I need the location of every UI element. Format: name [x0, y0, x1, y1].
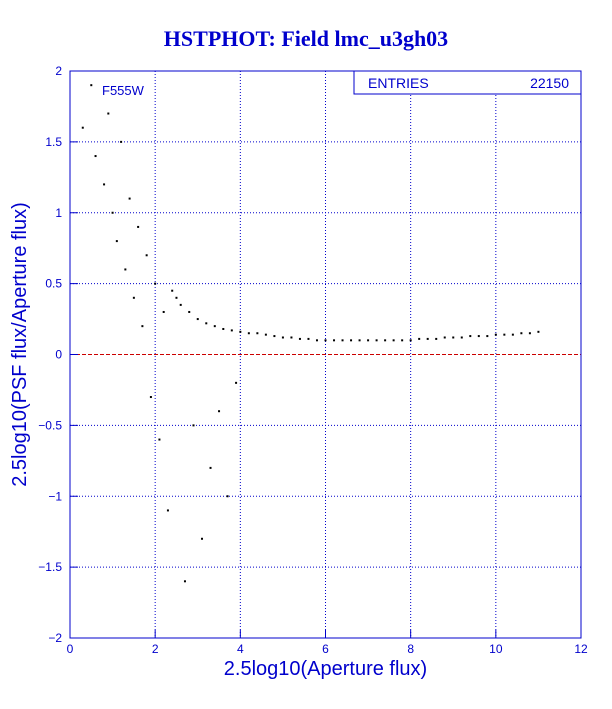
data-point [452, 336, 455, 339]
data-point [537, 330, 540, 333]
x-tick-label: 10 [489, 642, 503, 656]
data-point [162, 310, 165, 313]
data-point [94, 155, 97, 158]
data-point [213, 325, 216, 328]
data-point [367, 339, 370, 342]
data-point [201, 537, 204, 540]
data-point [494, 333, 497, 336]
data-point [222, 327, 225, 330]
data-point [341, 339, 344, 342]
data-point [171, 289, 174, 292]
y-tick-label: −1.5 [38, 560, 62, 574]
data-point [486, 335, 489, 338]
data-point [235, 381, 238, 384]
data-point [409, 339, 412, 342]
data-point [520, 332, 523, 335]
x-tick-label: 0 [67, 642, 74, 656]
data-point [239, 330, 242, 333]
data-point [90, 84, 93, 87]
y-tick-label: −1 [48, 489, 62, 503]
x-tick-label: 2 [152, 642, 159, 656]
data-point [443, 336, 446, 339]
stats-box: ENTRIES 22150 [353, 70, 582, 95]
data-point [111, 211, 114, 214]
x-tick-label: 4 [237, 642, 244, 656]
data-point [103, 183, 106, 186]
data-point [209, 466, 212, 469]
data-point [528, 332, 531, 335]
stats-box-frame [353, 70, 582, 95]
x-tick-label: 6 [322, 642, 329, 656]
y-tick-label: 0 [55, 348, 62, 362]
data-point [179, 303, 182, 306]
data-point [290, 336, 293, 339]
data-point [192, 424, 195, 427]
data-point [158, 438, 161, 441]
y-axis-label: 2.5log10(PSF flux/Aperture flux) [9, 202, 31, 487]
data-point [350, 339, 353, 342]
data-point [256, 332, 259, 335]
data-point [183, 580, 186, 583]
data-point [392, 339, 395, 342]
data-point [384, 339, 387, 342]
y-tick-label: 0.5 [45, 277, 62, 291]
data-point [81, 126, 84, 129]
data-point [107, 112, 110, 115]
data-point [230, 329, 233, 332]
x-axis-ticks: 0 2 4 6 8 10 12 [67, 630, 588, 656]
data-point [358, 339, 361, 342]
y-tick-label: 1 [55, 206, 62, 220]
y-tick-label: −2 [48, 631, 62, 645]
y-tick-label: 2 [55, 64, 62, 78]
data-point [128, 197, 131, 200]
data-point [401, 339, 404, 342]
data-point [418, 337, 421, 340]
data-point [226, 495, 229, 498]
data-point [264, 333, 267, 336]
data-point [120, 140, 123, 143]
data-point [307, 337, 310, 340]
data-point [154, 282, 157, 285]
data-point [196, 318, 199, 321]
y-tick-label: −0.5 [38, 418, 62, 432]
filter-label: F555W [102, 83, 145, 98]
x-axis-label: 2.5log10(Aperture flux) [224, 658, 427, 680]
data-point [247, 332, 250, 335]
data-point [375, 339, 378, 342]
data-point [175, 296, 178, 299]
data-point [218, 410, 221, 413]
data-point [205, 322, 208, 325]
data-point [281, 336, 284, 339]
data-point [166, 509, 169, 512]
data-point [145, 254, 148, 257]
y-tick-label: 1.5 [45, 135, 62, 149]
stats-entries-value: 22150 [530, 75, 569, 91]
data-point [333, 339, 336, 342]
data-point [273, 335, 276, 338]
data-point [460, 336, 463, 339]
data-point [298, 337, 301, 340]
chart-title: HSTPHOT: Field lmc_u3gh03 [163, 26, 449, 51]
data-point [477, 335, 480, 338]
data-point [149, 396, 152, 399]
data-point [324, 339, 327, 342]
data-point [141, 325, 144, 328]
data-point [132, 296, 135, 299]
data-point [503, 333, 506, 336]
data-point [435, 337, 438, 340]
data-point [137, 225, 140, 228]
y-axis-ticks: −2 −1.5 −1 −0.5 0 0.5 1 1.5 2 [38, 64, 78, 645]
x-tick-label: 12 [574, 642, 588, 656]
data-point [315, 339, 318, 342]
data-point [511, 333, 514, 336]
data-point [188, 310, 191, 313]
data-point [426, 337, 429, 340]
data-point [115, 240, 118, 243]
data-points [81, 84, 540, 583]
stats-entries-label: ENTRIES [368, 75, 429, 91]
x-tick-label: 8 [407, 642, 414, 656]
data-point [469, 335, 472, 338]
data-point [124, 268, 127, 271]
